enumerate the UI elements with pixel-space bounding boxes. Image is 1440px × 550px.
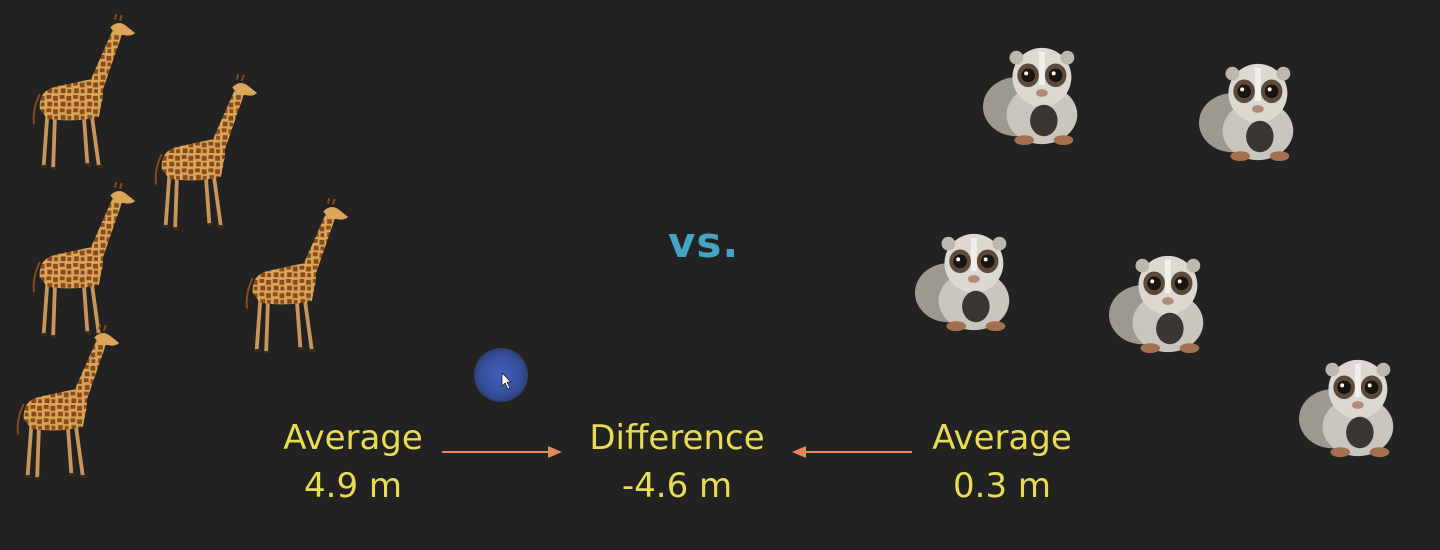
slow-loris-icon (1106, 246, 1218, 356)
difference: Difference -4.6 m (577, 414, 777, 510)
arrow-right-icon (442, 446, 562, 458)
giraffe-icon (226, 198, 352, 360)
loris-average-value: 0.3 m (953, 466, 1051, 506)
giraffe-average: Average 4.9 m (270, 414, 436, 510)
slow-loris-icon (1196, 54, 1308, 164)
giraffe-icon (12, 182, 140, 344)
giraffe-average-label: Average (283, 418, 423, 458)
arrow-left-icon (792, 446, 912, 458)
cursor-highlight (474, 348, 528, 402)
vs-label: vs. (668, 218, 740, 267)
slow-loris-icon (1296, 350, 1408, 460)
giraffe-icon (0, 324, 120, 486)
slow-loris-icon (912, 224, 1024, 334)
giraffe-average-value: 4.9 m (304, 466, 402, 506)
giraffe-icon (12, 14, 140, 176)
slow-loris-icon (980, 38, 1092, 148)
difference-label: Difference (589, 418, 765, 458)
loris-average-label: Average (932, 418, 1072, 458)
loris-average: Average 0.3 m (920, 414, 1084, 510)
mouse-pointer-icon (501, 372, 512, 390)
difference-value: -4.6 m (621, 466, 733, 506)
